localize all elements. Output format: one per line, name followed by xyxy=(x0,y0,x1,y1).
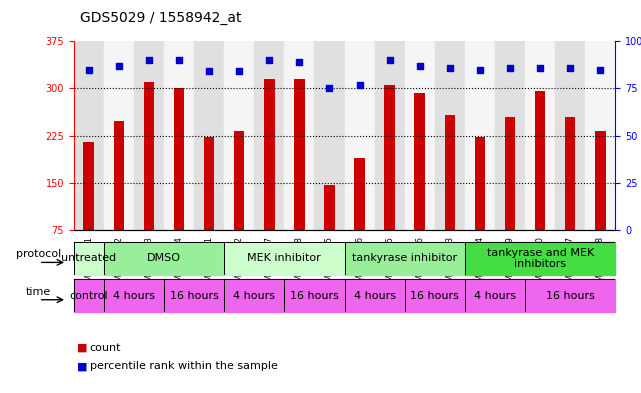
Point xyxy=(234,68,244,75)
Bar xyxy=(164,41,194,230)
Bar xyxy=(224,279,285,312)
Point xyxy=(144,57,154,63)
Bar xyxy=(324,185,335,230)
Bar xyxy=(134,41,164,230)
Text: ■: ■ xyxy=(77,343,87,353)
Bar xyxy=(164,279,224,312)
Bar xyxy=(465,242,615,275)
Text: 16 hours: 16 hours xyxy=(410,291,459,301)
Bar xyxy=(525,279,615,312)
Bar xyxy=(345,279,404,312)
Bar xyxy=(535,91,545,230)
Point xyxy=(174,57,184,63)
Bar xyxy=(504,117,515,230)
Bar xyxy=(224,242,345,275)
Text: tankyrase inhibitor: tankyrase inhibitor xyxy=(352,253,457,263)
Bar xyxy=(465,41,495,230)
Bar xyxy=(74,279,104,312)
Bar xyxy=(555,41,585,230)
Text: GDS5029 / 1558942_at: GDS5029 / 1558942_at xyxy=(80,11,242,25)
Bar xyxy=(113,121,124,230)
Bar xyxy=(104,41,134,230)
Text: 16 hours: 16 hours xyxy=(545,291,595,301)
Bar xyxy=(83,142,94,230)
Text: protocol: protocol xyxy=(16,250,62,259)
Bar xyxy=(224,41,254,230)
Text: ■: ■ xyxy=(77,361,87,371)
Bar xyxy=(415,94,425,230)
Bar xyxy=(525,41,555,230)
Bar xyxy=(465,279,525,312)
Point xyxy=(113,62,124,69)
Bar xyxy=(234,131,244,230)
Text: 4 hours: 4 hours xyxy=(354,291,395,301)
Text: DMSO: DMSO xyxy=(147,253,181,263)
Text: count: count xyxy=(90,343,121,353)
Point xyxy=(264,57,274,63)
Bar xyxy=(74,41,104,230)
Text: time: time xyxy=(26,287,51,297)
Point xyxy=(565,64,576,71)
Bar xyxy=(354,158,365,230)
Bar xyxy=(104,242,224,275)
Bar xyxy=(345,242,465,275)
Point xyxy=(294,59,304,65)
Bar xyxy=(404,41,435,230)
Bar xyxy=(385,85,395,230)
Bar xyxy=(204,138,214,230)
Bar xyxy=(404,279,465,312)
Point xyxy=(385,57,395,63)
Point xyxy=(595,66,606,73)
Point xyxy=(505,64,515,71)
Bar xyxy=(74,242,104,275)
Point xyxy=(83,66,94,73)
Point xyxy=(475,66,485,73)
Bar xyxy=(475,138,485,230)
Bar xyxy=(345,41,374,230)
Text: 4 hours: 4 hours xyxy=(474,291,516,301)
Text: percentile rank within the sample: percentile rank within the sample xyxy=(90,361,278,371)
Text: tankyrase and MEK
inhibitors: tankyrase and MEK inhibitors xyxy=(487,248,594,269)
Text: untreated: untreated xyxy=(61,253,116,263)
Bar xyxy=(254,41,285,230)
Bar xyxy=(104,279,164,312)
Bar xyxy=(285,41,315,230)
Point xyxy=(415,62,425,69)
Text: control: control xyxy=(69,291,108,301)
Point xyxy=(354,81,365,88)
Bar xyxy=(374,41,404,230)
Text: 4 hours: 4 hours xyxy=(233,291,275,301)
Text: 4 hours: 4 hours xyxy=(113,291,155,301)
Bar xyxy=(315,41,345,230)
Point xyxy=(535,64,545,71)
Point xyxy=(204,68,214,75)
Bar xyxy=(585,41,615,230)
Point xyxy=(445,64,455,71)
Bar xyxy=(595,131,606,230)
Bar xyxy=(194,41,224,230)
Bar xyxy=(174,88,185,230)
Bar xyxy=(285,279,345,312)
Bar xyxy=(435,41,465,230)
Text: 16 hours: 16 hours xyxy=(170,291,219,301)
Point xyxy=(324,85,335,92)
Bar xyxy=(495,41,525,230)
Bar xyxy=(565,117,576,230)
Bar xyxy=(144,82,154,230)
Text: 16 hours: 16 hours xyxy=(290,291,339,301)
Bar xyxy=(294,79,304,230)
Bar xyxy=(445,115,455,230)
Bar xyxy=(264,79,274,230)
Text: MEK inhibitor: MEK inhibitor xyxy=(247,253,321,263)
